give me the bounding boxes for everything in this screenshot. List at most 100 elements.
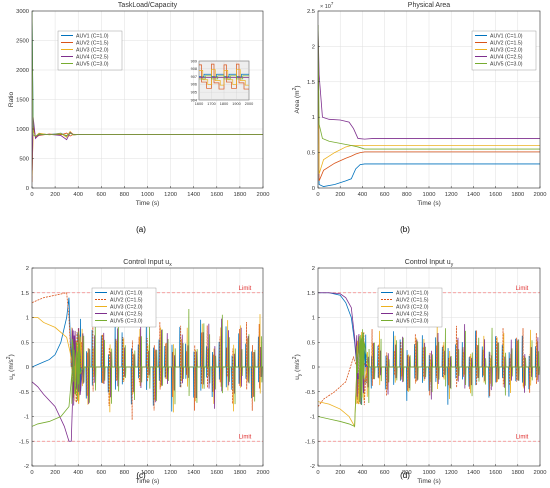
inset-y-tick-label: 906 xyxy=(191,83,197,87)
legend-label-2: AUV2 (C=1.5) xyxy=(76,41,109,47)
legend-label-3: AUV3 (C=2.0) xyxy=(490,48,523,54)
y-tick-label: 2 xyxy=(26,266,29,272)
x-tick-label: 1000 xyxy=(141,470,154,476)
y-axis-label: uy (m/s2) xyxy=(292,354,303,380)
y-tick-label: 2.5 xyxy=(307,9,315,15)
chart-title-subscript: x xyxy=(169,262,172,268)
y-tick-label: 1000 xyxy=(16,127,29,133)
x-tick-label: 1800 xyxy=(233,470,246,476)
y-axis-label-close: ) xyxy=(294,354,301,356)
legend: AUV1 (C=1.0)AUV2 (C=1.5)AUV3 (C=2.0)AUV4… xyxy=(471,30,537,71)
x-axis-label: Time (s) xyxy=(417,478,441,485)
y-axis-label-tail: (m/s xyxy=(294,358,301,373)
x-tick-label: 2000 xyxy=(534,192,547,198)
y-axis-label: ux (m/s2) xyxy=(6,354,17,380)
legend-label-2: AUV2 (C=1.5) xyxy=(490,41,523,47)
series-line-5 xyxy=(318,25,540,150)
y-axis-label-text: Ratio xyxy=(8,92,15,108)
axis-exponent-base: × 10 xyxy=(320,4,331,10)
y-axis-label-superscript: 2 xyxy=(6,356,12,359)
y-tick-label: 1.5 xyxy=(307,291,315,297)
y-tick-label: 0.5 xyxy=(21,340,29,346)
y-tick-label: 3000 xyxy=(16,9,29,15)
inset-y-tick-label: 905 xyxy=(191,91,197,95)
x-tick-label: 600 xyxy=(96,192,106,198)
y-axis-label-close: ) xyxy=(8,354,15,356)
series-line-5 xyxy=(32,11,263,137)
y-axis-label-superscript: 2 xyxy=(292,87,298,90)
x-tick-label: 1600 xyxy=(210,470,223,476)
x-tick-label: 1800 xyxy=(511,470,524,476)
x-tick-label: 1200 xyxy=(164,192,177,198)
legend-label-4: AUV4 (C=2.5) xyxy=(490,55,523,61)
inset-x-tick-label: 1900 xyxy=(232,102,240,106)
series-group xyxy=(32,292,263,442)
limit-label: Limit xyxy=(239,434,252,440)
y-tick-label: 1.5 xyxy=(307,80,315,86)
x-tick-label: 0 xyxy=(316,192,319,198)
x-tick-label: 600 xyxy=(96,470,106,476)
inset-x-tick-label: 2000 xyxy=(245,102,253,106)
chart-title-text: Control Input u xyxy=(123,259,169,266)
legend-label-5: AUV5 (C=3.0) xyxy=(76,62,109,68)
y-tick-label: 2000 xyxy=(16,68,29,74)
x-tick-label: 0 xyxy=(316,470,319,476)
y-axis-label: Ratio xyxy=(8,92,15,108)
legend-label-2: AUV2 (C=1.5) xyxy=(396,298,429,304)
x-tick-label: 1200 xyxy=(164,470,177,476)
x-tick-label: 1600 xyxy=(210,192,223,198)
legend-label-5: AUV5 (C=3.0) xyxy=(490,62,523,68)
inset-chart: 1600 1700 1800 1900 2000 904 905 906 907 908 909 xyxy=(191,59,254,106)
legend-label-1: AUV1 (C=1.0) xyxy=(110,291,143,297)
x-axis-label: Time (s) xyxy=(136,200,160,207)
y-tick-label: 1500 xyxy=(16,98,29,104)
x-tick-label: 600 xyxy=(380,192,390,198)
y-axis-label-text: u xyxy=(294,376,301,380)
y-tick-label: -0.5 xyxy=(305,390,315,396)
x-tick-label: 1600 xyxy=(489,470,502,476)
limit-label: Limit xyxy=(516,286,529,292)
chart-title: Physical Area xyxy=(408,2,451,9)
y-tick-label: -0.5 xyxy=(19,390,29,396)
y-tick-label: 2500 xyxy=(16,39,29,45)
x-tick-label: 800 xyxy=(120,192,130,198)
y-axis-label-text: u xyxy=(8,376,15,380)
legend: AUV1 (C=1.0)AUV2 (C=1.5)AUV3 (C=2.0)AUV4… xyxy=(377,287,443,328)
legend-label-3: AUV3 (C=2.0) xyxy=(110,305,143,311)
y-tick-label: 1 xyxy=(312,115,315,121)
chart-panel-2: 0 200 400 600 800 1000 1200 1400 1600 1800 2000 0 0.… xyxy=(292,1,546,207)
series-line-1 xyxy=(318,25,540,187)
legend-label-3: AUV3 (C=2.0) xyxy=(76,48,109,54)
x-tick-label: 1000 xyxy=(141,192,154,198)
legend: AUV1 (C=1.0)AUV2 (C=1.5)AUV3 (C=2.0)AUV4… xyxy=(91,287,157,328)
y-tick-label: -1 xyxy=(24,415,29,421)
series-line-5 xyxy=(32,309,263,427)
x-tick-label: 600 xyxy=(380,470,390,476)
panel-label: (c) xyxy=(136,471,146,480)
x-tick-label: 1400 xyxy=(467,470,480,476)
inset-x-tick-label: 1600 xyxy=(195,102,203,106)
y-tick-label: -1 xyxy=(310,415,315,421)
inset-y-tick-label: 904 xyxy=(191,98,197,102)
chart-title-subscript: y xyxy=(451,262,454,268)
legend-label-2: AUV2 (C=1.5) xyxy=(110,298,143,304)
x-tick-label: 400 xyxy=(73,192,83,198)
x-tick-label: 400 xyxy=(358,192,368,198)
legend-label-4: AUV4 (C=2.5) xyxy=(110,312,143,318)
chart-title: Control Input uy xyxy=(405,259,454,268)
legend-label-1: AUV1 (C=1.0) xyxy=(76,34,109,40)
legend-label-5: AUV5 (C=3.0) xyxy=(396,319,429,325)
y-axis-label-close: ) xyxy=(294,85,301,87)
y-axis-label: Area (m2) xyxy=(292,85,301,113)
chart-panel-4: Limit Limit 0 200 400 600 800 1000 1200 1400 1600 1… xyxy=(292,259,546,485)
y-tick-label: 1 xyxy=(26,316,29,322)
limit-label: Limit xyxy=(516,434,529,440)
x-tick-label: 800 xyxy=(120,470,130,476)
y-tick-label: -1.5 xyxy=(305,439,315,445)
x-tick-label: 1600 xyxy=(489,192,502,198)
chart-title: TaskLoad/Capacity xyxy=(118,2,178,9)
x-tick-label: 200 xyxy=(50,192,60,198)
series-line-2 xyxy=(318,25,540,182)
y-tick-label: 1 xyxy=(312,316,315,322)
